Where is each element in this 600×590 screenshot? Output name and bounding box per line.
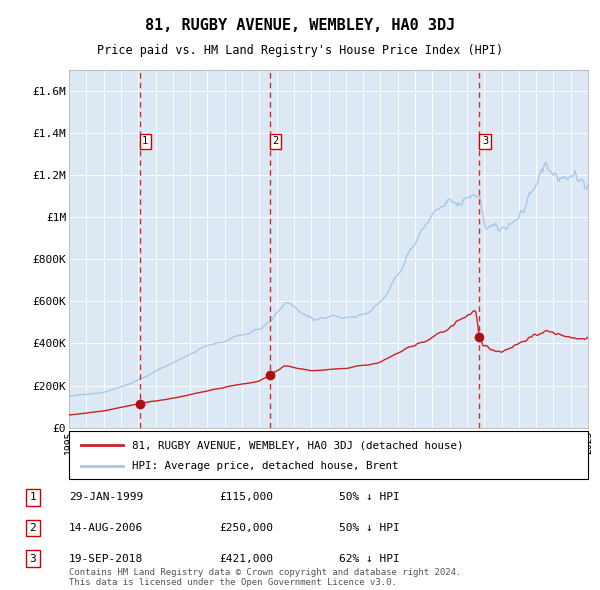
Text: HPI: Average price, detached house, Brent: HPI: Average price, detached house, Bren… bbox=[132, 461, 398, 471]
Text: 14-AUG-2006: 14-AUG-2006 bbox=[69, 523, 143, 533]
Text: Price paid vs. HM Land Registry's House Price Index (HPI): Price paid vs. HM Land Registry's House … bbox=[97, 44, 503, 57]
Text: £421,000: £421,000 bbox=[219, 554, 273, 563]
Text: 3: 3 bbox=[482, 136, 488, 146]
Text: 50% ↓ HPI: 50% ↓ HPI bbox=[339, 493, 400, 502]
Text: £250,000: £250,000 bbox=[219, 523, 273, 533]
Text: 62% ↓ HPI: 62% ↓ HPI bbox=[339, 554, 400, 563]
Text: 1: 1 bbox=[29, 493, 37, 502]
Text: Contains HM Land Registry data © Crown copyright and database right 2024.
This d: Contains HM Land Registry data © Crown c… bbox=[69, 568, 461, 587]
Text: 2: 2 bbox=[272, 136, 279, 146]
Text: 81, RUGBY AVENUE, WEMBLEY, HA0 3DJ (detached house): 81, RUGBY AVENUE, WEMBLEY, HA0 3DJ (deta… bbox=[132, 440, 464, 450]
Text: 2: 2 bbox=[29, 523, 37, 533]
Text: £115,000: £115,000 bbox=[219, 493, 273, 502]
Text: 29-JAN-1999: 29-JAN-1999 bbox=[69, 493, 143, 502]
Text: 3: 3 bbox=[29, 554, 37, 563]
Text: 50% ↓ HPI: 50% ↓ HPI bbox=[339, 523, 400, 533]
Text: 19-SEP-2018: 19-SEP-2018 bbox=[69, 554, 143, 563]
Text: 81, RUGBY AVENUE, WEMBLEY, HA0 3DJ: 81, RUGBY AVENUE, WEMBLEY, HA0 3DJ bbox=[145, 18, 455, 32]
Text: 1: 1 bbox=[142, 136, 148, 146]
